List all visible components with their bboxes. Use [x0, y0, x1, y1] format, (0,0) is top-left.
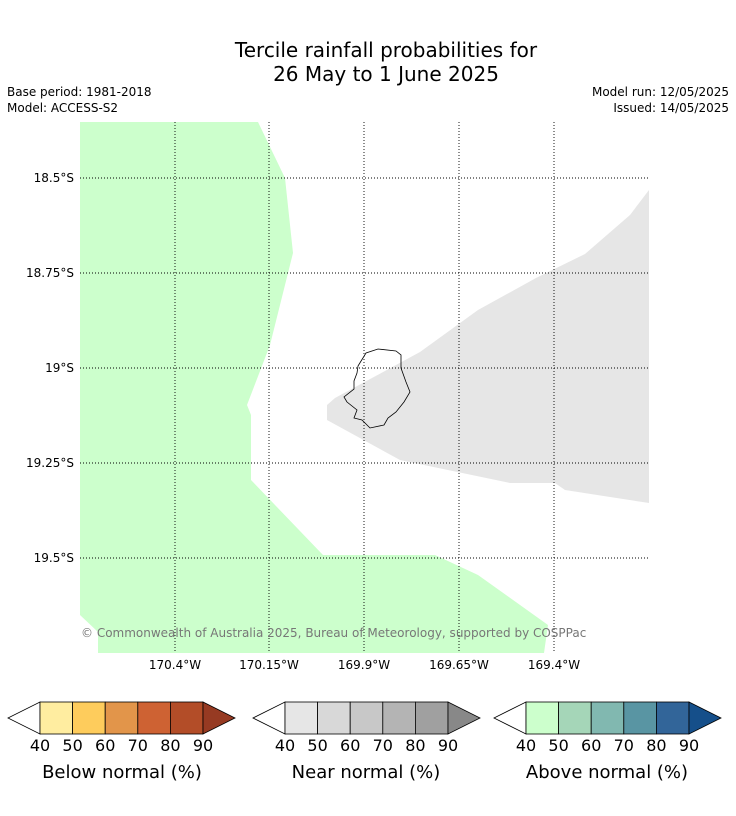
colorbar-tick: 60 — [340, 736, 360, 755]
colorbar-tick: 80 — [405, 736, 425, 755]
lat-label: 19.5°S — [34, 551, 74, 565]
colorbar-tick: 70 — [373, 736, 393, 755]
colorbar-title: Near normal (%) — [292, 762, 441, 783]
lat-label: 19°S — [45, 361, 74, 375]
colorbar-tick: 60 — [95, 736, 115, 755]
colorbar-segment — [317, 701, 351, 735]
model-run: Model run: 12/05/2025 — [591, 85, 729, 99]
lon-label: 170.15°W — [239, 658, 299, 672]
colorbar-tick: 90 — [438, 736, 458, 755]
base-period: Base period: 1981-2018 — [7, 85, 152, 99]
title-line-2: 26 May to 1 June 2025 — [273, 62, 499, 86]
colorbar-segment — [39, 701, 73, 735]
grid-lines — [80, 122, 649, 653]
colorbar-segment — [590, 701, 625, 735]
colorbar-segment — [349, 701, 384, 735]
colorbar-tick: 80 — [160, 736, 180, 755]
colorbar-extend-max — [447, 701, 481, 735]
colorbar-extend-min — [7, 701, 41, 735]
colorbar-tick: 40 — [275, 736, 295, 755]
colorbar-tick: 70 — [614, 736, 634, 755]
colorbar-tick: 50 — [307, 736, 327, 755]
colorbar-tick: 90 — [679, 736, 699, 755]
colorbar-segment — [558, 701, 592, 735]
lon-label: 169.4°W — [528, 658, 580, 672]
title-line-1: Tercile rainfall probabilities for — [234, 38, 538, 62]
colorbar-segment — [623, 701, 657, 735]
colorbar-segment — [104, 701, 139, 735]
lon-label: 169.9°W — [338, 658, 390, 672]
colorbar-tick: 80 — [646, 736, 666, 755]
colorbar-segment — [656, 701, 690, 735]
colorbar-segment — [169, 701, 204, 735]
colorbar-tick: 40 — [30, 736, 50, 755]
colorbar-tick: 60 — [581, 736, 601, 755]
meta-left: Base period: 1981-2018 Model: ACCESS-S2 — [7, 84, 152, 116]
latitude-labels: 18.5°S 18.75°S 19°S 19.25°S 19.5°S — [26, 171, 74, 565]
colorbar-below-normal — [7, 701, 236, 735]
lon-label: 170.4°W — [149, 658, 201, 672]
colorbar-tick: 40 — [516, 736, 536, 755]
lat-label: 18.5°S — [34, 171, 74, 185]
lon-label: 169.65°W — [429, 658, 489, 672]
colorbar-extend-max — [202, 701, 236, 735]
colorbar-tick: 90 — [193, 736, 213, 755]
chart-title: Tercile rainfall probabilities for 26 Ma… — [0, 38, 736, 86]
colorbar-extend-min — [252, 701, 286, 735]
above-normal-region — [80, 122, 548, 653]
colorbar-extend-min — [493, 701, 527, 735]
niue-island-outline — [343, 348, 411, 429]
model-name: Model: ACCESS-S2 — [7, 101, 119, 115]
colorbar-segment — [137, 701, 171, 735]
colorbar-segment — [525, 701, 559, 735]
colorbar-below-normal-ticks: 40 50 60 70 80 90 Below normal (%) — [30, 736, 213, 783]
colorbar-above-normal-ticks: 40 50 60 70 80 90 Above normal (%) — [516, 736, 699, 783]
colorbar-above-normal — [493, 701, 722, 735]
colorbar-near-normal — [252, 701, 481, 735]
colorbar-title: Above normal (%) — [526, 762, 688, 783]
lat-label: 18.75°S — [26, 266, 74, 280]
colorbar-segment — [414, 701, 449, 735]
lat-label: 19.25°S — [26, 456, 74, 470]
colorbar-segment — [382, 701, 416, 735]
colorbar-tick: 50 — [62, 736, 82, 755]
colorbar-title: Below normal (%) — [42, 762, 202, 783]
colorbar-tick: 70 — [128, 736, 148, 755]
issued-date: Issued: 14/05/2025 — [613, 101, 729, 115]
colorbar-segment — [72, 701, 106, 735]
meta-right: Model run: 12/05/2025 Issued: 14/05/2025 — [592, 84, 729, 116]
longitude-labels: 170.4°W 170.15°W 169.9°W 169.65°W 169.4°… — [149, 658, 580, 672]
colorbar-near-normal-ticks: 40 50 60 70 80 90 Near normal (%) — [275, 736, 458, 783]
colorbar-extend-max — [688, 701, 722, 735]
copyright-notice: © Commonwealth of Australia 2025, Bureau… — [81, 626, 586, 640]
map-area — [80, 122, 649, 653]
colorbar-tick: 50 — [548, 736, 568, 755]
colorbar-segment — [284, 701, 318, 735]
near-normal-region — [327, 190, 649, 503]
